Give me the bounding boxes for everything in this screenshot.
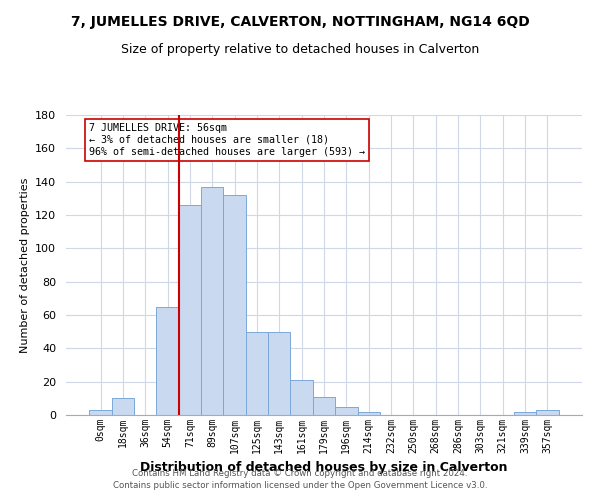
Text: Size of property relative to detached houses in Calverton: Size of property relative to detached ho…: [121, 42, 479, 56]
Text: 7, JUMELLES DRIVE, CALVERTON, NOTTINGHAM, NG14 6QD: 7, JUMELLES DRIVE, CALVERTON, NOTTINGHAM…: [71, 15, 529, 29]
Bar: [536, 410, 559, 415]
Bar: [89, 410, 112, 415]
Text: 7 JUMELLES DRIVE: 56sqm
← 3% of detached houses are smaller (18)
96% of semi-det: 7 JUMELLES DRIVE: 56sqm ← 3% of detached…: [89, 124, 365, 156]
Bar: [358, 412, 380, 415]
Bar: [112, 398, 134, 415]
Y-axis label: Number of detached properties: Number of detached properties: [20, 178, 29, 352]
Text: Contains HM Land Registry data © Crown copyright and database right 2024.: Contains HM Land Registry data © Crown c…: [132, 468, 468, 477]
Bar: [201, 186, 223, 415]
Bar: [313, 396, 335, 415]
Bar: [335, 406, 358, 415]
Bar: [179, 205, 201, 415]
Bar: [290, 380, 313, 415]
Bar: [268, 332, 290, 415]
Bar: [514, 412, 536, 415]
Text: Contains public sector information licensed under the Open Government Licence v3: Contains public sector information licen…: [113, 481, 487, 490]
X-axis label: Distribution of detached houses by size in Calverton: Distribution of detached houses by size …: [140, 462, 508, 474]
Bar: [246, 332, 268, 415]
Bar: [157, 306, 179, 415]
Bar: [223, 195, 246, 415]
